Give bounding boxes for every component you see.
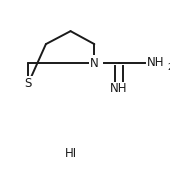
Text: S: S [24, 77, 32, 90]
Text: N: N [90, 57, 99, 70]
Text: NH: NH [147, 56, 165, 69]
Text: HI: HI [65, 147, 78, 161]
Text: 2: 2 [167, 63, 170, 72]
Text: NH: NH [110, 82, 128, 95]
